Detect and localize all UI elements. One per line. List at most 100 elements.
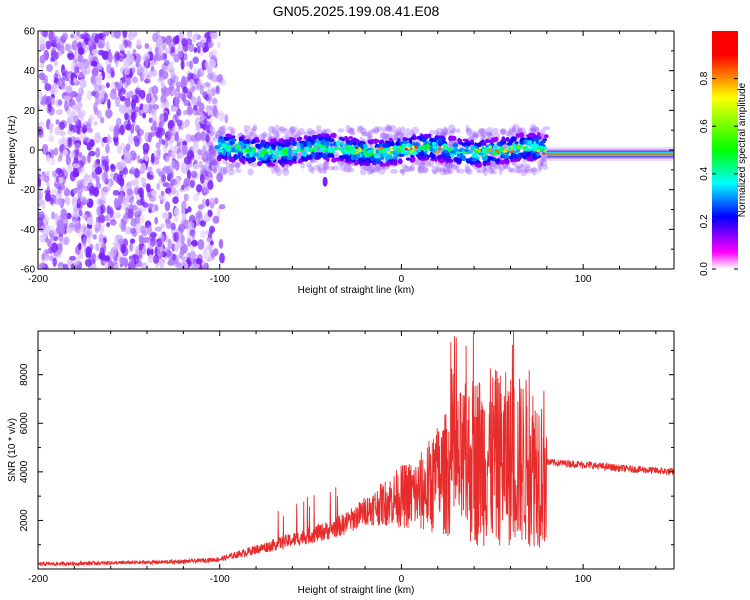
spectrogram-band-blob <box>331 154 335 158</box>
spectrogram-band-halo <box>465 124 470 132</box>
spectrogram-band-blob <box>491 137 495 143</box>
spectrogram-noise-blob <box>173 231 179 243</box>
spectrogram-band-halo <box>442 126 448 136</box>
y-tick-label: 0 <box>29 146 35 157</box>
spectrogram-band-blob <box>431 153 436 160</box>
spectrogram-noise-blob <box>177 152 184 159</box>
spectrogram-band-halo <box>371 127 379 134</box>
spectrogram-hotspot <box>510 146 514 149</box>
spectrogram-band-halo <box>374 125 380 134</box>
spectrogram-band-halo <box>477 169 486 174</box>
spectrogram-noise-blob <box>98 252 104 260</box>
spectrogram-band-blob <box>230 138 237 142</box>
spectrogram-noise-blob <box>218 110 225 122</box>
spectrogram-noise-blob <box>158 135 163 145</box>
spectrogram-noise-blob <box>135 193 140 201</box>
spectrogram-noise-blob <box>192 56 199 65</box>
spectrogram-band-blob <box>397 138 401 143</box>
spectrogram-band-halo <box>209 148 215 155</box>
spectrogram-noise-blob <box>181 38 187 47</box>
spectrogram-band-blob <box>332 133 337 138</box>
spectrogram-noise-blob <box>148 171 154 180</box>
spectrogram-band-blob <box>533 140 537 147</box>
spectrogram-noise-blob <box>71 197 78 204</box>
spectrogram-noise-blob <box>73 77 77 84</box>
spectrogram-band-halo <box>489 170 498 175</box>
spectrogram-band-halo <box>417 165 425 174</box>
x-tick-label: -200 <box>28 274 48 285</box>
spectrogram-band-halo <box>518 127 526 134</box>
spectrogram-noise-blob <box>188 43 195 53</box>
spectrogram-band-halo <box>389 168 398 174</box>
spectrogram-noise-blob <box>117 238 125 244</box>
spectrogram-noise-blob <box>212 215 220 224</box>
spectrogram-noise-blob <box>97 84 102 92</box>
spectrogram-noise-blob <box>106 222 111 228</box>
spectrogram-noise-blob <box>156 147 161 157</box>
spectrogram-noise-blob <box>213 197 219 205</box>
spectrogram-hotspot <box>434 150 438 154</box>
spectrogram-band-blob <box>510 158 514 163</box>
spectrogram-noise-blob <box>121 158 126 168</box>
spectrogram-band-blob <box>410 154 415 158</box>
spectrogram-band-halo <box>290 126 298 132</box>
spectrogram-band-blob <box>287 150 293 155</box>
spectrogram-noise-blob <box>88 114 95 122</box>
spectrogram-noise-blob <box>107 52 113 63</box>
spectrogram-band-halo <box>339 163 348 172</box>
spectrogram-noise-blob <box>199 39 206 49</box>
spectrogram-noise-blob <box>93 120 98 126</box>
spectrogram-noise-blob <box>125 77 132 86</box>
spectrogram-band-blob <box>393 156 398 160</box>
spectrogram-band-blob <box>452 142 459 148</box>
spectrogram-band-blob <box>281 159 287 163</box>
spectrogram-noise-blob <box>66 73 71 80</box>
spectrogram-band-blob <box>221 142 227 149</box>
spectrogram-noise-blob <box>186 186 190 192</box>
spectrogram-noise-blob <box>156 183 161 190</box>
spectrogram-noise-blob <box>154 226 162 232</box>
spectrogram-band-blob <box>401 143 407 148</box>
spectrogram-band-halo <box>396 126 402 136</box>
spectrogram-noise-blob <box>133 177 140 189</box>
spectrogram-noise-blob <box>114 199 122 207</box>
spectrogram-noise-blob <box>78 151 83 161</box>
spectrogram-band-halo <box>366 168 373 176</box>
spectrogram-noise-blob <box>136 39 141 48</box>
spectrogram-noise-blob <box>98 199 103 206</box>
spectrogram-noise-blob <box>63 95 71 101</box>
spectrogram-band-blob <box>378 148 383 155</box>
spectrogram-noise-blob <box>165 35 173 46</box>
spectrogram-band-blob <box>522 140 528 144</box>
spectrogram-noise-blob <box>41 31 48 38</box>
spectrogram-band-halo <box>317 163 324 172</box>
spectrogram-noise-blob <box>97 73 103 81</box>
spectrogram-band-halo <box>541 154 548 162</box>
spectrogram-noise-blob <box>98 92 105 103</box>
spectrogram-noise-blob <box>45 192 51 202</box>
colorbar: 0.0 0.2 0.4 0.6 0.8 Normalized spectral ampl… <box>699 31 748 276</box>
spectrogram-band-halo <box>217 126 226 135</box>
spectrogram-noise-blob <box>98 233 104 243</box>
spectrogram-band-halo <box>512 123 520 133</box>
spectrogram-noise-blob <box>115 98 121 106</box>
spectrogram-noise-blob <box>60 209 68 221</box>
spectrogram-noise-blob <box>162 212 169 220</box>
spectrogram-band-halo <box>361 131 369 137</box>
spectrogram-noise-blob <box>216 172 224 183</box>
spectrogram-noise-blob <box>138 89 146 99</box>
spectrogram-band-halo <box>517 127 523 133</box>
spectrogram-band-halo <box>447 166 454 174</box>
spectrogram-noise-blob <box>215 85 220 95</box>
spectrogram-band-blob <box>407 142 411 148</box>
spectrogram-noise-blob <box>131 99 136 110</box>
spectrogram-band-blob <box>321 138 326 144</box>
spectrogram-hotspot <box>414 146 418 149</box>
spectrogram-noise-blob <box>48 135 55 143</box>
spectrogram-band-blob <box>284 139 290 145</box>
spectrogram-noise-blob <box>78 87 83 95</box>
spectrogram-noise-blob <box>131 68 136 74</box>
spectrogram-band-blob <box>492 144 498 151</box>
spectrogram-hotspot <box>411 145 415 149</box>
spectrogram-band-halo <box>212 158 218 164</box>
